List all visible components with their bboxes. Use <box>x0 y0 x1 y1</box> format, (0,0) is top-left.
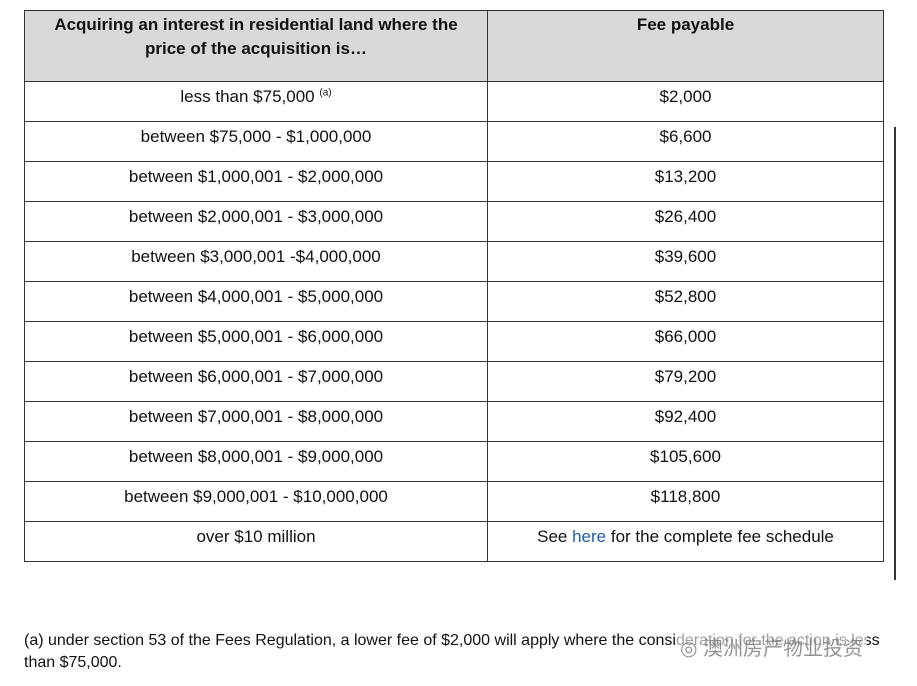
watermark: ◎ 澳洲房产物业投资 <box>676 632 868 661</box>
fee-text: $26,400 <box>654 207 717 226</box>
fee-cell: $118,800 <box>487 481 884 522</box>
side-rule <box>894 127 896 580</box>
price-cell: less than $75,000 (a) <box>24 81 488 122</box>
table-row: between $3,000,001 -$4,000,000 $39,600 <box>24 241 884 282</box>
fee-text: $105,600 <box>650 447 721 466</box>
header-cell: Acquiring an interest in residential lan… <box>24 10 488 82</box>
fee-text: See <box>537 527 568 546</box>
fee-cell: $105,600 <box>487 441 884 482</box>
fee-text: $92,400 <box>654 407 717 426</box>
price-text: between $7,000,001 - $8,000,000 <box>128 407 384 426</box>
fee-cell: $66,000 <box>487 321 884 362</box>
header-row: Acquiring an interest in residential lan… <box>24 10 884 82</box>
fee-cell: $6,600 <box>487 121 884 162</box>
fee-text: $2,000 <box>659 87 712 106</box>
fee-text: $66,000 <box>654 327 717 346</box>
table-row: between $4,000,001 - $5,000,000 $52,800 <box>24 281 884 322</box>
price-cell: between $9,000,001 - $10,000,000 <box>24 481 488 522</box>
fee-cell: See here for the complete fee schedule <box>487 521 884 562</box>
table-row: between $75,000 - $1,000,000 $6,600 <box>24 121 884 162</box>
fee-cell: $26,400 <box>487 201 884 242</box>
table-row: between $2,000,001 - $3,000,000 $26,400 <box>24 201 884 242</box>
table-row: between $7,000,001 - $8,000,000 $92,400 <box>24 401 884 442</box>
fee-text: $6,600 <box>659 127 712 146</box>
price-cell: between $75,000 - $1,000,000 <box>24 121 488 162</box>
price-text: over $10 million <box>196 527 316 546</box>
table-row: between $8,000,001 - $9,000,000 $105,600 <box>24 441 884 482</box>
price-text: between $6,000,001 - $7,000,000 <box>128 367 384 386</box>
link[interactable]: here <box>572 527 607 546</box>
price-cell: between $3,000,001 -$4,000,000 <box>24 241 488 282</box>
footnote: (a) under section 53 of the Fees Regulat… <box>24 632 880 671</box>
price-text: between $5,000,001 - $6,000,000 <box>128 327 384 346</box>
table-row: between $9,000,001 - $10,000,000 $118,800 <box>24 481 884 522</box>
price-text: between $8,000,001 - $9,000,000 <box>128 447 384 466</box>
fee-cell: $13,200 <box>487 161 884 202</box>
watermark-text: 澳洲房产物业投资 <box>703 638 864 660</box>
fee-cell: $79,200 <box>487 361 884 402</box>
price-cell: between $7,000,001 - $8,000,000 <box>24 401 488 442</box>
price-cell: between $5,000,001 - $6,000,000 <box>24 321 488 362</box>
fee-text: $39,600 <box>654 247 717 266</box>
fee-cell: $52,800 <box>487 281 884 322</box>
price-text: between $4,000,001 - $5,000,000 <box>128 287 384 306</box>
fee-table: Acquiring an interest in residential lan… <box>24 10 884 562</box>
price-cell: between $8,000,001 - $9,000,000 <box>24 441 488 482</box>
price-text: between $3,000,001 -$4,000,000 <box>131 247 381 266</box>
table-row: between $5,000,001 - $6,000,000 $66,000 <box>24 321 884 362</box>
price-cell: between $4,000,001 - $5,000,000 <box>24 281 488 322</box>
price-cell: over $10 million <box>24 521 488 562</box>
table-body: less than $75,000 (a) $2,000 between $75,0… <box>24 81 884 562</box>
price-cell: between $2,000,001 - $3,000,000 <box>24 201 488 242</box>
price-text: between $75,000 - $1,000,000 <box>140 127 372 146</box>
fee-cell: $39,600 <box>487 241 884 282</box>
price-cell: between $1,000,001 - $2,000,000 <box>24 161 488 202</box>
fee-cell: $2,000 <box>487 81 884 122</box>
table-row: over $10 million See here for the complet… <box>24 521 884 562</box>
note-marker: (a) <box>319 87 332 99</box>
price-text: between $9,000,001 - $10,000,000 <box>124 487 388 506</box>
price-cell: between $6,000,001 - $7,000,000 <box>24 361 488 402</box>
fee-text: for the complete fee schedule <box>610 527 834 546</box>
fee-text: $52,800 <box>654 287 717 306</box>
price-text: between $2,000,001 - $3,000,000 <box>128 207 384 226</box>
fee-text: $79,200 <box>654 367 717 386</box>
fee-cell: $92,400 <box>487 401 884 442</box>
fee-text: $118,800 <box>650 487 721 506</box>
price-text: less than $75,000 <box>180 87 315 106</box>
table-row: between $1,000,001 - $2,000,000 $13,200 <box>24 161 884 202</box>
price-text: between $1,000,001 - $2,000,000 <box>128 167 384 186</box>
header-cell: Fee payable <box>487 10 884 82</box>
fee-text: $13,200 <box>654 167 717 186</box>
table-row: less than $75,000 (a) $2,000 <box>24 81 884 122</box>
table-row: between $6,000,001 - $7,000,000 $79,200 <box>24 361 884 402</box>
watermark-icon: ◎ <box>680 638 698 660</box>
